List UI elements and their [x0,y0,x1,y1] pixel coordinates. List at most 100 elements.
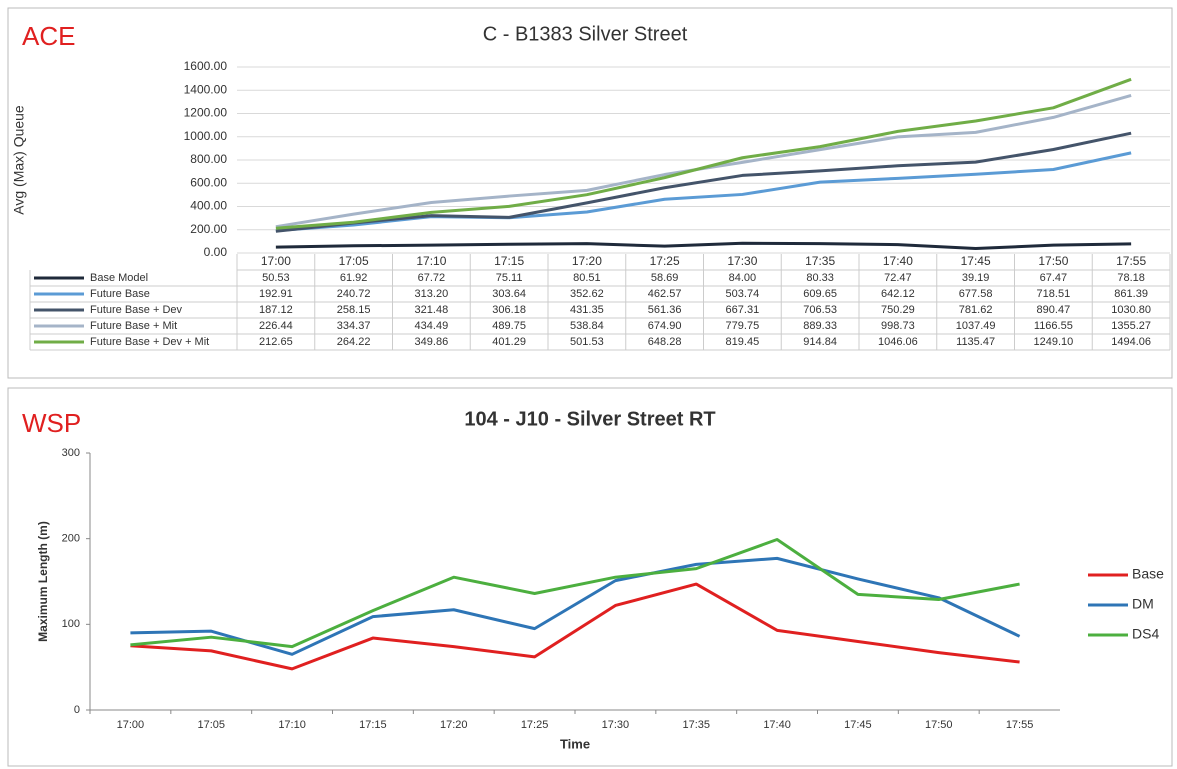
table-value: 303.64 [492,288,526,300]
y-tick-label: 600.00 [190,175,227,189]
table-value: 1037.49 [956,320,996,332]
table-value: 67.72 [418,272,446,284]
table-value: 352.62 [570,288,604,300]
table-value: 1046.06 [878,336,918,348]
y-tick-label: 100 [62,618,80,630]
series-line [275,131,1132,233]
legend-label: Future Base + Mit [90,320,177,332]
table-value: 434.49 [415,320,449,332]
table-value: 779.75 [726,320,760,332]
table-value: 240.72 [337,288,371,300]
table-value: 264.22 [337,336,371,348]
series-line [275,77,1132,230]
table-value: 781.62 [959,304,993,316]
table-value: 861.39 [1114,288,1148,300]
x-tick-label: 17:00 [261,254,291,268]
table-value: 258.15 [337,304,371,316]
table-value: 431.35 [570,304,604,316]
x-tick-label: 17:40 [763,719,791,731]
table-value: 998.73 [881,320,915,332]
x-tick-label: 17:10 [278,719,306,731]
y-tick-label: 1000.00 [184,129,228,143]
table-value: 718.51 [1037,288,1071,300]
x-tick-label: 17:00 [117,719,145,731]
legend-label: Future Base [90,288,150,300]
table-value: 306.18 [492,304,526,316]
table-value: 914.84 [803,336,837,348]
series-line [130,582,1020,671]
table-value: 80.33 [806,272,834,284]
panel-label: WSP [22,408,81,438]
table-value: 561.36 [648,304,682,316]
table-value: 674.90 [648,320,682,332]
table-value: 1494.06 [1111,336,1151,348]
table-value: 72.47 [884,272,912,284]
table-value: 1135.47 [956,336,995,348]
table-value: 349.86 [415,336,449,348]
table-value: 78.18 [1117,272,1145,284]
table-value: 84.00 [729,272,757,284]
x-tick-label: 17:30 [727,254,757,268]
table-value: 462.57 [648,288,682,300]
y-axis-title: Avg (Max) Queue [11,105,27,215]
table-value: 321.48 [415,304,449,316]
y-tick-label: 0 [74,704,80,716]
legend-label: Base Model [90,272,148,284]
table-value: 642.12 [881,288,915,300]
y-tick-label: 1400.00 [184,82,228,96]
table-value: 334.37 [337,320,371,332]
x-tick-label: 17:45 [961,254,991,268]
x-tick-label: 17:55 [1006,719,1034,731]
table-value: 1030.80 [1111,304,1151,316]
x-tick-label: 17:05 [339,254,369,268]
table-value: 609.65 [803,288,837,300]
y-tick-label: 1600.00 [184,59,228,73]
x-tick-label: 17:05 [197,719,225,731]
table-value: 706.53 [803,304,837,316]
legend-label: Future Base + Dev [90,304,183,316]
x-tick-label: 17:45 [844,719,872,731]
table-value: 192.91 [259,288,293,300]
x-tick-label: 17:15 [494,254,524,268]
x-tick-label: 17:20 [572,254,602,268]
table-value: 50.53 [262,272,290,284]
series-line [130,556,1021,656]
y-tick-label: 1200.00 [184,106,228,120]
table-value: 648.28 [648,336,682,348]
y-tick-label: 200.00 [190,222,227,236]
y-axis-title: Maximum Length (m) [36,521,50,642]
x-axis-title: Time [560,736,590,751]
table-value: 401.29 [492,336,526,348]
panel-label: ACE [22,21,75,51]
table-value: 80.51 [573,272,601,284]
legend-label: Future Base + Dev + Mit [90,336,209,348]
table-value: 75.11 [496,272,523,284]
table-value: 212.65 [259,336,293,348]
x-tick-label: 17:50 [1038,254,1068,268]
table-value: 889.33 [803,320,837,332]
wsp-panel [7,387,1173,767]
table-value: 677.58 [959,288,993,300]
table-value: 538.84 [570,320,604,332]
series-line [275,241,1132,250]
x-tick-label: 17:25 [650,254,680,268]
x-tick-label: 17:35 [805,254,835,268]
legend-label: DM [1132,596,1154,612]
table-value: 890.47 [1037,304,1071,316]
table-value: 313.20 [415,288,449,300]
y-tick-label: 0.00 [204,245,228,259]
table-value: 503.74 [726,288,760,300]
y-tick-label: 200 [62,533,80,545]
y-tick-label: 300 [62,447,80,459]
table-value: 750.29 [881,304,915,316]
x-tick-label: 17:35 [682,719,710,731]
table-value: 39.19 [962,272,990,284]
x-tick-label: 17:30 [602,719,630,731]
series-line [130,538,1020,649]
table-value: 58.69 [651,272,679,284]
x-tick-label: 17:20 [440,719,468,731]
table-value: 1355.27 [1111,320,1151,332]
y-tick-label: 400.00 [190,199,227,213]
table-value: 501.53 [570,336,604,348]
